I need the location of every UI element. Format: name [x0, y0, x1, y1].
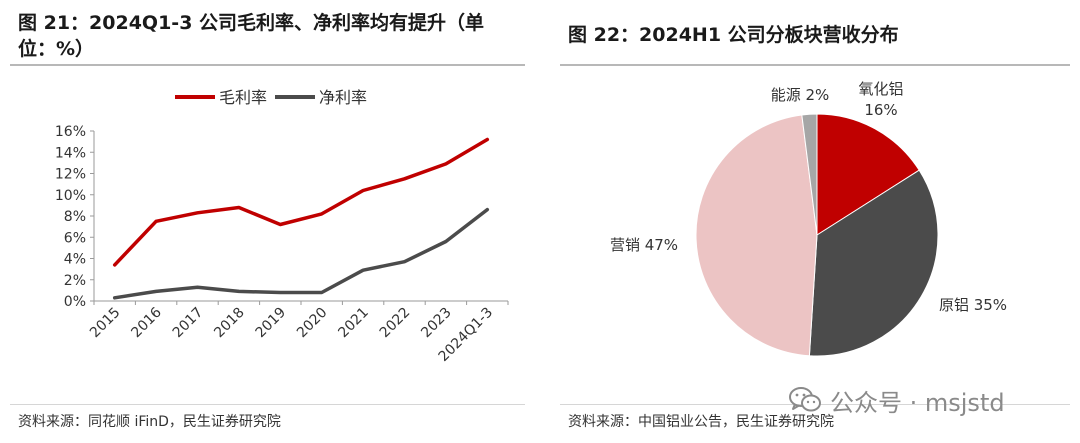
series-line-1 [112, 137, 490, 267]
pie-value-label: 16% [864, 101, 897, 119]
pie-slice-3 [695, 114, 818, 357]
source-note: 资料来源：同花顺 iFinD，民生证券研究院 [18, 414, 281, 430]
x-tick-label: 2017 [170, 305, 207, 342]
pie-slice-4 [801, 113, 818, 236]
y-tick-label: 14% [55, 145, 86, 161]
y-tick-label: 10% [55, 188, 86, 204]
y-tick-label: 0% [64, 294, 86, 310]
y-tick-label: 12% [55, 167, 86, 183]
pie-label: 原铝 35% [939, 296, 1007, 314]
title-divider [560, 64, 1070, 66]
y-tick-label: 2% [64, 273, 86, 289]
source-divider [10, 404, 525, 405]
y-tick-label: 6% [64, 230, 86, 246]
y-tick-label: 16% [55, 124, 86, 140]
y-tick-label: 4% [64, 252, 86, 268]
pie-label: 能源 2% [771, 86, 830, 104]
watermark-text: 公众号 · msjstd [830, 388, 1005, 417]
x-tick-label: 2021 [335, 305, 372, 342]
x-tick-label: 2023 [418, 305, 455, 342]
figure-title: 图 22：2024H1 公司分板块营收分布 [568, 24, 899, 46]
line-chart: 0%2%4%6%8%10%12%14%16%2015 2016 2017 2018 20… [55, 88, 509, 365]
pie-label: 营销 47% [610, 236, 678, 254]
wechat-icon [789, 387, 821, 412]
pie-slice-1 [816, 113, 920, 236]
figure-title-line1: 图 21：2024Q1-3 公司毛利率、净利率均有提升（单 [18, 12, 485, 34]
legend-label: 毛利率 [219, 88, 267, 107]
pie-label: 氧化铝 [858, 80, 903, 98]
watermark: 公众号 · msjstd [788, 383, 1005, 417]
x-tick-label: 2022 [377, 305, 414, 342]
x-tick-label: 2020 [294, 305, 331, 342]
x-tick-label: 2015 [87, 305, 124, 342]
legend-label: 净利率 [319, 88, 367, 107]
pie-slice-2 [808, 169, 939, 357]
pie-chart: 氧化铝 16% 原铝 35% 营销 47% 能源 2% [610, 80, 1007, 357]
title-divider [10, 64, 525, 66]
series-line-2 [112, 207, 490, 300]
x-tick-label: 2016 [128, 304, 165, 341]
figure-title-line2: 位：%） [18, 38, 95, 60]
y-tick-label: 8% [64, 209, 86, 225]
source-note: 资料来源：中国铝业公告，民生证券研究院 [568, 414, 834, 430]
x-tick-label: 2018 [211, 305, 248, 342]
x-tick-label: 2019 [253, 305, 290, 342]
